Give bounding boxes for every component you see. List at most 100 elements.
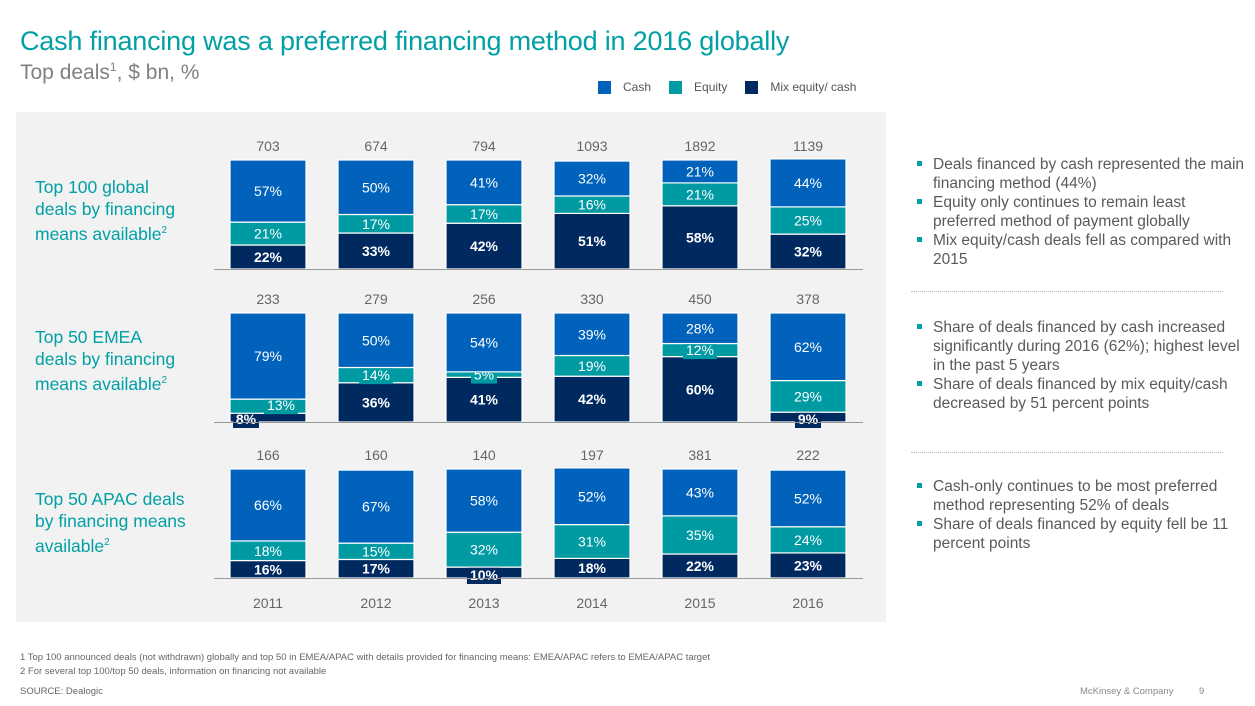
bar-value-label: 28%	[686, 320, 714, 336]
bar-value-label: 52%	[578, 488, 606, 504]
subtitle-footnote-marker: 1	[109, 60, 117, 74]
bar-value-label: 21%	[686, 163, 714, 179]
bar-value-label: 18%	[578, 560, 607, 576]
notes-divider	[911, 291, 1223, 292]
legend-item-mix: Mix equity/ cash	[745, 80, 856, 94]
footnote: 1 Top 100 announced deals (not withdrawn…	[20, 652, 710, 663]
x-tick-label: 2015	[684, 595, 715, 611]
legend-swatch-equity	[669, 80, 683, 94]
bar-segment-cash	[337, 159, 415, 216]
bar-segment-equity	[553, 523, 631, 559]
bar-value-label: 31%	[578, 533, 606, 549]
bar-value-label: 17%	[362, 561, 391, 577]
bar-value-label: 17%	[362, 216, 390, 232]
bar-total-label: 1892	[684, 138, 715, 154]
bar-value-label: 41%	[470, 174, 498, 190]
bar-segment-mix-equity-cash	[661, 205, 739, 270]
bar-segment-cash	[769, 158, 847, 208]
bar-total-label: 160	[364, 447, 388, 463]
bar-value-label: 50%	[362, 179, 390, 195]
bar-segment-cash	[229, 468, 307, 542]
bar-segment-cash	[553, 160, 631, 197]
bar-value-label: 58%	[686, 229, 715, 245]
bar-value-label: 33%	[362, 243, 391, 259]
bar-value-label: 14%	[362, 367, 390, 383]
bar-value-label: 24%	[794, 532, 822, 548]
note-bullet: Share of deals financed by mix equity/ca…	[917, 375, 1247, 413]
bar-value-label: 41%	[470, 392, 499, 408]
note-bullet: Share of deals financed by cash increase…	[917, 318, 1247, 375]
bar-value-label: 18%	[254, 543, 282, 559]
bar-value-label: 16%	[254, 561, 283, 577]
bar-total-label: 674	[364, 138, 388, 154]
bar-label-box	[233, 410, 259, 428]
notes-emea: Share of deals financed by cash increase…	[917, 318, 1247, 413]
chart-legend: Cash Equity Mix equity/ cash	[598, 80, 856, 94]
legend-label-mix: Mix equity/ cash	[770, 80, 857, 94]
subtitle-main: Top deals	[20, 61, 110, 84]
bar-total-label: 1139	[793, 138, 823, 154]
row-label-line: Top 100 global	[35, 177, 149, 197]
bar-total-label: 703	[256, 138, 280, 154]
bar-total-label: 1093	[576, 138, 607, 154]
row-label-text: means available	[35, 223, 162, 244]
legend-item-equity: Equity	[669, 80, 727, 94]
bar-value-label: 42%	[578, 391, 607, 407]
bar-value-label: 25%	[794, 212, 822, 228]
bar-segment-cash	[229, 312, 307, 400]
bar-segment-equity	[661, 515, 739, 555]
x-tick-label: 2011	[253, 595, 283, 611]
bar-segment-cash	[661, 312, 739, 345]
bar-value-label: 54%	[470, 334, 498, 350]
x-tick-label: 2013	[468, 595, 499, 611]
bar-value-label: 15%	[362, 543, 390, 559]
bar-total-label: 279	[364, 291, 388, 307]
legend-swatch-mix	[745, 80, 759, 94]
bar-value-label: 32%	[794, 244, 823, 260]
bar-value-label: 9%	[798, 411, 819, 427]
bar-value-label: 42%	[470, 238, 499, 254]
bar-segment-cash	[553, 467, 631, 526]
bar-total-label: 233	[256, 291, 280, 307]
bar-value-label: 21%	[254, 226, 282, 242]
bar-label-box	[264, 396, 298, 415]
note-bullet: Mix equity/cash deals fell as compared w…	[917, 231, 1247, 269]
bar-value-label: 36%	[362, 394, 391, 410]
bar-segment-mix-equity-cash	[337, 382, 415, 423]
bar-value-label: 12%	[686, 342, 714, 358]
note-bullet: Equity only continues to remain least pr…	[917, 193, 1247, 231]
bar-value-label: 22%	[254, 249, 283, 265]
bar-value-label: 29%	[794, 388, 822, 404]
legend-label-equity: Equity	[694, 80, 728, 94]
bar-segment-mix-equity-cash	[337, 232, 415, 270]
bar-value-label: 44%	[794, 175, 822, 191]
row-label-global: Top 100 global deals by financing means …	[35, 176, 175, 245]
row-label-line: means available2	[35, 370, 175, 395]
bar-segment-cash	[445, 312, 523, 373]
bar-segment-cash	[445, 468, 523, 533]
bar-segment-equity	[769, 379, 847, 413]
bar-segment-mix-equity-cash	[769, 233, 847, 270]
bar-value-label: 43%	[686, 484, 714, 500]
row-label-footnote-marker: 2	[161, 375, 168, 386]
x-tick-label: 2012	[360, 595, 391, 611]
bar-total-label: 330	[580, 291, 604, 307]
bar-value-label: 51%	[578, 233, 607, 249]
legend-swatch-cash	[598, 80, 611, 94]
legend-label-cash: Cash	[623, 80, 652, 94]
bar-total-label: 794	[472, 138, 496, 154]
row-label-line: Top 50 APAC deals	[35, 489, 185, 509]
bar-value-label: 79%	[254, 348, 282, 364]
bar-value-label: 39%	[578, 326, 606, 342]
bar-value-label: 21%	[686, 186, 714, 202]
bar-label-box	[359, 366, 393, 385]
bar-segment-cash	[553, 312, 631, 357]
bar-total-label: 381	[688, 447, 712, 463]
bar-label-box	[467, 566, 501, 584]
bar-value-label: 35%	[686, 527, 714, 543]
bar-segment-cash	[229, 159, 307, 223]
page-number: 9	[1199, 686, 1205, 697]
bar-segment-cash	[769, 312, 847, 382]
x-tick-label: 2016	[792, 595, 823, 611]
row-label-line: deals by financing	[35, 199, 176, 219]
